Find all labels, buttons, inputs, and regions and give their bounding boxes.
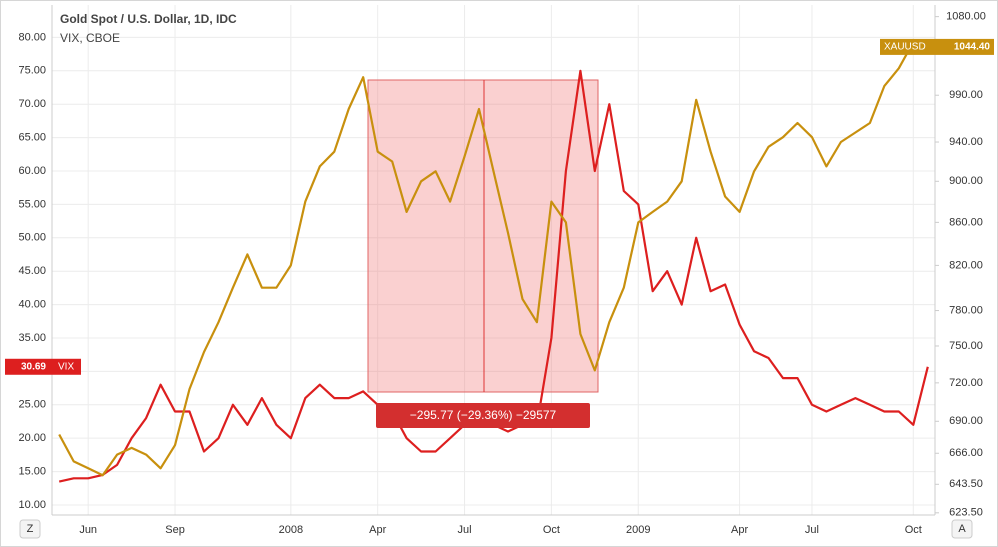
x-tick-label: Oct <box>905 524 922 536</box>
chart-title: Gold Spot / U.S. Dollar, 1D, IDC <box>60 12 237 26</box>
y-tick-label: 40.00 <box>18 298 46 310</box>
scale-button-label[interactable]: Z <box>27 523 34 535</box>
y-tick-label: 75.00 <box>18 65 46 77</box>
y2-tick-label: 720.00 <box>949 377 983 389</box>
y-tick-label: 55.00 <box>18 198 46 210</box>
y-tick-label: 45.00 <box>18 265 46 277</box>
x-tick-label: Jun <box>79 524 97 536</box>
x-tick-label: Sep <box>165 524 185 536</box>
auto-button-label[interactable]: A <box>958 523 966 535</box>
legend-entry: VIX <box>58 361 74 372</box>
y-tick-label: 50.00 <box>18 232 46 244</box>
y-tick-label: 15.00 <box>18 465 46 477</box>
series-badge <box>5 358 81 375</box>
y-tick-label: 70.00 <box>18 98 46 110</box>
y2-tick-label: 1080.00 <box>946 11 986 23</box>
y-tick-label: 60.00 <box>18 165 46 177</box>
legend-entry: XAUUSD <box>884 42 926 53</box>
x-tick-label: Apr <box>731 524 748 536</box>
x-tick-label: 2008 <box>279 524 303 536</box>
y2-tick-label: 940.00 <box>949 136 983 148</box>
x-tick-label: Jul <box>458 524 472 536</box>
last-value-label: 1044.40 <box>954 42 991 53</box>
y-tick-label: 25.00 <box>18 399 46 411</box>
y-tick-label: 35.00 <box>18 332 46 344</box>
y-tick-label: 65.00 <box>18 131 46 143</box>
last-value-label: 30.69 <box>21 361 46 372</box>
y2-tick-label: 990.00 <box>949 89 983 101</box>
x-tick-label: Oct <box>543 524 560 536</box>
y-tick-label: 80.00 <box>18 31 46 43</box>
y2-tick-label: 750.00 <box>949 340 983 352</box>
y2-tick-label: 643.50 <box>949 478 983 490</box>
auto-button[interactable] <box>951 519 973 539</box>
grid <box>52 5 935 515</box>
x-tick-label: Apr <box>369 524 386 536</box>
chart-subtitle: VIX, CBOE <box>60 31 120 45</box>
y2-tick-label: 666.00 <box>949 447 983 459</box>
y2-tick-label: 900.00 <box>949 175 983 187</box>
y2-tick-label: 820.00 <box>949 259 983 271</box>
series-badge <box>880 38 994 55</box>
y2-tick-label: 860.00 <box>949 216 983 228</box>
measure-label-box <box>376 403 590 428</box>
y2-tick-label: 623.50 <box>949 507 983 519</box>
series-line <box>58 41 929 477</box>
y2-tick-label: 690.00 <box>949 415 983 427</box>
y2-tick-label: 780.00 <box>949 304 983 316</box>
scale-button[interactable] <box>19 519 41 539</box>
y-tick-label: 20.00 <box>18 432 46 444</box>
x-tick-label: Jul <box>805 524 819 536</box>
measure-label: −295.77 (−29.36%) −29577 <box>410 408 557 422</box>
y-tick-label: 10.00 <box>18 499 46 511</box>
x-tick-label: 2009 <box>626 524 650 536</box>
